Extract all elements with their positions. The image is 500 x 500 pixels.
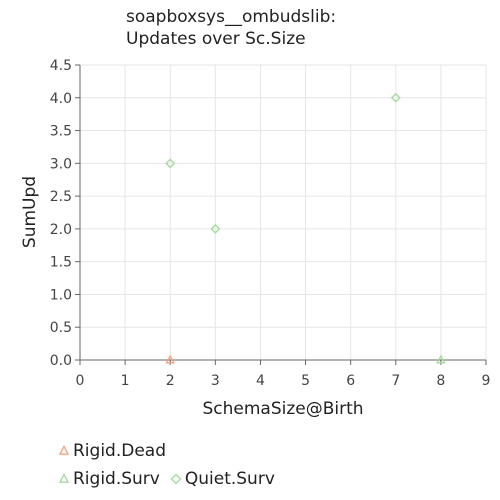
x-tick-labels: 0 1 2 3 4 5 6 7 8 9	[76, 373, 491, 389]
legend-item-rigid-dead: Rigid.Dead	[58, 437, 166, 465]
y-tick-label: 3.5	[50, 124, 72, 140]
triangle-marker-icon	[58, 473, 70, 483]
triangle-marker-icon	[58, 445, 70, 455]
y-tick-labels: 0.0 0.5 1.0 1.5 2.0 2.5 3.0 3.5 4.0 4.5	[50, 58, 72, 369]
chart-title-line-2: Updates over Sc.Size	[126, 29, 306, 49]
legend-item-rigid-surv: Rigid.Surv	[58, 465, 160, 493]
y-tick-label: 2.0	[50, 222, 72, 238]
x-tick-label: 9	[482, 373, 491, 389]
data-point-quiet-surv	[390, 92, 401, 103]
data-point-rigid-surv	[436, 354, 446, 364]
y-tick-label: 1.0	[50, 287, 72, 303]
axes	[75, 64, 487, 365]
y-tick-label: 2.5	[50, 189, 72, 205]
x-tick-label: 2	[166, 373, 175, 389]
data-point-rigid-dead	[165, 354, 175, 364]
legend-label: Rigid.Surv	[73, 469, 160, 489]
legend-row-1: Rigid.Dead	[58, 437, 285, 465]
y-axis-label: SumUpd	[20, 176, 40, 248]
legend-label: Quiet.Surv	[184, 469, 275, 489]
y-tick-label: 4.0	[50, 91, 72, 107]
legend: Rigid.Dead Rigid.Surv Quiet.Surv	[58, 437, 285, 493]
x-tick-label: 4	[256, 373, 265, 389]
y-tick-label: 0.5	[50, 320, 72, 336]
y-tick-label: 0.0	[50, 353, 72, 369]
x-tick-label: 1	[121, 373, 130, 389]
x-tick-label: 8	[436, 373, 445, 389]
x-tick-label: 3	[211, 373, 220, 389]
x-tick-label: 6	[346, 373, 355, 389]
x-tick-label: 5	[301, 373, 310, 389]
scatter-chart: 0 1 2 3 4 5 6 7 8 9 0.0 0.5 1.0 1.5 2.0 2.5 3.0 3.5 4.0 4.…	[20, 58, 491, 419]
legend-item-quiet-surv: Quiet.Surv	[170, 465, 275, 493]
x-tick-label: 7	[391, 373, 400, 389]
chart-title: soapboxsys__ombudslib: Updates over Sc.S…	[126, 6, 336, 50]
data-point-quiet-surv	[210, 223, 221, 234]
y-tick-label: 3.0	[50, 156, 72, 172]
x-axis-label: SchemaSize@Birth	[202, 399, 363, 419]
y-tick-label: 4.5	[50, 58, 72, 74]
data-points	[165, 92, 446, 364]
grid-lines	[79, 64, 487, 361]
y-tick-label: 1.5	[50, 255, 72, 271]
legend-label: Rigid.Dead	[73, 441, 167, 461]
chart-title-line-1: soapboxsys__ombudslib:	[126, 7, 337, 27]
x-tick-label: 0	[76, 373, 85, 389]
diamond-marker-icon	[170, 473, 182, 485]
data-point-quiet-surv	[165, 158, 176, 169]
legend-row-2: Rigid.Surv Quiet.Surv	[58, 465, 285, 493]
